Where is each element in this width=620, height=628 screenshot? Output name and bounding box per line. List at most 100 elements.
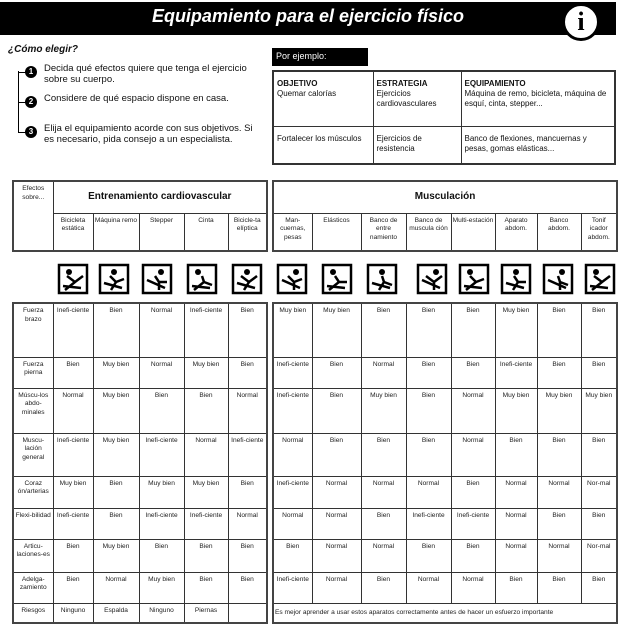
rating-cell: Normal	[92, 571, 140, 604]
rating-cell: Bien	[227, 475, 268, 509]
muscle-effects-table: Muy bien Muy bien Bien Bien Bien Muy bien Bien…	[272, 302, 618, 624]
rating-cell: Inefi-ciente	[52, 302, 94, 358]
rating-cell: Bien	[450, 475, 496, 509]
corner-label: Efectos sobre...	[12, 180, 54, 252]
column-header: Máquina remo	[92, 212, 140, 252]
effect-row: Coraz ón/arterias Muy bien Bien Muy bien Muy…	[12, 475, 268, 509]
ab-toner-icon	[584, 262, 616, 296]
rating-cell: Bien	[183, 571, 229, 604]
row-label: Múscu-los abdo-minales	[12, 387, 54, 434]
rating-cell: Inefi-ciente	[138, 432, 185, 477]
column-header: Banco de muscula ción	[405, 212, 452, 252]
example-cell: Ejercicios de resistencia	[372, 125, 462, 165]
rating-cell: Muy bien	[138, 475, 185, 509]
rating-cell: Inefi-ciente	[183, 302, 229, 358]
rating-cell: Bien	[450, 302, 496, 358]
rating-cell: Inefi-ciente	[450, 507, 496, 540]
rating-cell: Bien	[360, 302, 407, 358]
rating-cell: Bien	[52, 538, 94, 573]
rating-cell: Muy bien	[360, 387, 407, 434]
effect-row: Múscu-los abdo-minales Normal Muy bien Bien…	[12, 387, 268, 434]
cardio-section-title: Entrenamiento cardiovascular	[52, 180, 268, 214]
effect-row: Bien Normal Normal Bien Bien Normal Normal Nor-…	[272, 538, 618, 573]
rating-cell: Bien	[580, 302, 618, 358]
connector-tick	[18, 132, 27, 133]
connector-tick	[18, 102, 27, 103]
rating-cell: Bien	[580, 571, 618, 604]
column-header: Bicicle-ta elíptica	[227, 212, 268, 252]
rating-cell: Muy bien	[183, 475, 229, 509]
effect-row: Fuerza brazo Inefi-ciente Bien Normal Inefi-…	[12, 302, 268, 358]
rating-cell: Normal	[405, 475, 452, 509]
column-header: Multi-estación	[450, 212, 496, 252]
column-header: Banco de entre namiento	[360, 212, 407, 252]
rating-cell: Normal	[494, 507, 538, 540]
connector-tick	[18, 72, 27, 73]
effect-row: Inefi-ciente Bien Muy bien Bien Normal Muy bi…	[272, 387, 618, 434]
rating-cell: Muy bien	[138, 571, 185, 604]
effect-row: Normal Bien Bien Bien Normal Bien Bien Bien	[272, 432, 618, 477]
muscle-section-title: Musculación	[272, 180, 618, 214]
rating-cell: Bien	[138, 387, 185, 434]
rating-cell: Normal	[405, 571, 452, 604]
rating-cell: Normal	[52, 387, 94, 434]
rating-cell: Muy bien	[92, 538, 140, 573]
rating-cell: Bien	[311, 387, 362, 434]
example-cell: Banco de flexiones, mancuernas y pesas, …	[460, 125, 616, 165]
rating-cell: Normal	[183, 432, 229, 477]
effect-row: Muy bien Muy bien Bien Bien Bien Muy bien Bien…	[272, 302, 618, 358]
step-text: Considere de qué espacio dispone en casa…	[44, 93, 229, 104]
example-cell: EQUIPAMIENTO Máquina de remo, bicicleta, …	[460, 70, 616, 127]
column-header: Tonif icador abdom.	[580, 212, 618, 252]
rating-cell: Inefi-ciente	[272, 387, 313, 434]
example-table: OBJETIVO Quemar calorías ESTRATEGIA Ejerci…	[272, 70, 616, 165]
rating-cell: Normal	[311, 538, 362, 573]
rating-cell: Bien	[405, 302, 452, 358]
rating-cell: Normal	[360, 475, 407, 509]
rating-cell: Bien	[183, 387, 229, 434]
rating-cell: Inefi-ciente	[52, 507, 94, 540]
effect-row: Fuerza pierna Bien Muy bien Normal Muy bien B…	[12, 356, 268, 389]
step-number-badge: 3	[25, 126, 37, 138]
rating-cell: Muy bien	[536, 387, 582, 434]
row-label: Flexi-bilidad	[12, 507, 54, 540]
info-icon: i	[562, 3, 600, 41]
rating-cell: Muy bien	[580, 387, 618, 434]
rating-cell: Inefi-ciente	[138, 507, 185, 540]
rating-cell: Normal	[494, 475, 538, 509]
rating-cell: Muy bien	[92, 356, 140, 389]
rating-cell: Bien	[536, 302, 582, 358]
rating-cell: Bien	[52, 571, 94, 604]
risk-cell	[227, 602, 268, 624]
rating-cell: Bien	[494, 432, 538, 477]
example-label: Por ejemplo:	[272, 48, 368, 66]
rating-cell: Bien	[227, 571, 268, 604]
effect-row: Flexi-bilidad Inefi-ciente Bien Inefi-cient…	[12, 507, 268, 540]
rating-cell: Bien	[580, 356, 618, 389]
rating-cell: Normal	[138, 302, 185, 358]
rating-cell: Bien	[536, 507, 582, 540]
rating-cell: Normal	[360, 538, 407, 573]
risk-cell: Espalda	[92, 602, 140, 624]
rating-cell: Nor-mal	[580, 475, 618, 509]
rating-cell: Inefi-ciente	[272, 571, 313, 604]
muscle-header-table: Musculación Man-cuernas, pesas Elásticos Ba…	[272, 180, 619, 252]
rating-cell: Bien	[311, 432, 362, 477]
elastic-bands-icon	[321, 262, 353, 296]
rating-cell: Bien	[227, 538, 268, 573]
rating-cell: Normal	[494, 538, 538, 573]
training-bench-icon	[366, 262, 398, 296]
rating-cell: Normal	[272, 507, 313, 540]
risks-row: Es mejor aprender a usar estos aparatos …	[272, 602, 618, 624]
rating-cell: Bien	[405, 387, 452, 434]
row-label: Fuerza brazo	[12, 302, 54, 358]
rating-cell: Bien	[92, 507, 140, 540]
rating-cell: Bien	[450, 356, 496, 389]
dumbbells-icon	[276, 262, 308, 296]
rating-cell: Muy bien	[311, 302, 362, 358]
rating-cell: Bien	[360, 432, 407, 477]
effect-row: Inefi-ciente Normal Bien Normal Normal Bien Bi…	[272, 571, 618, 604]
ab-bench-icon	[542, 262, 574, 296]
how-to-choose-heading: ¿Cómo elegir?	[8, 44, 79, 55]
rating-cell: Bien	[450, 538, 496, 573]
